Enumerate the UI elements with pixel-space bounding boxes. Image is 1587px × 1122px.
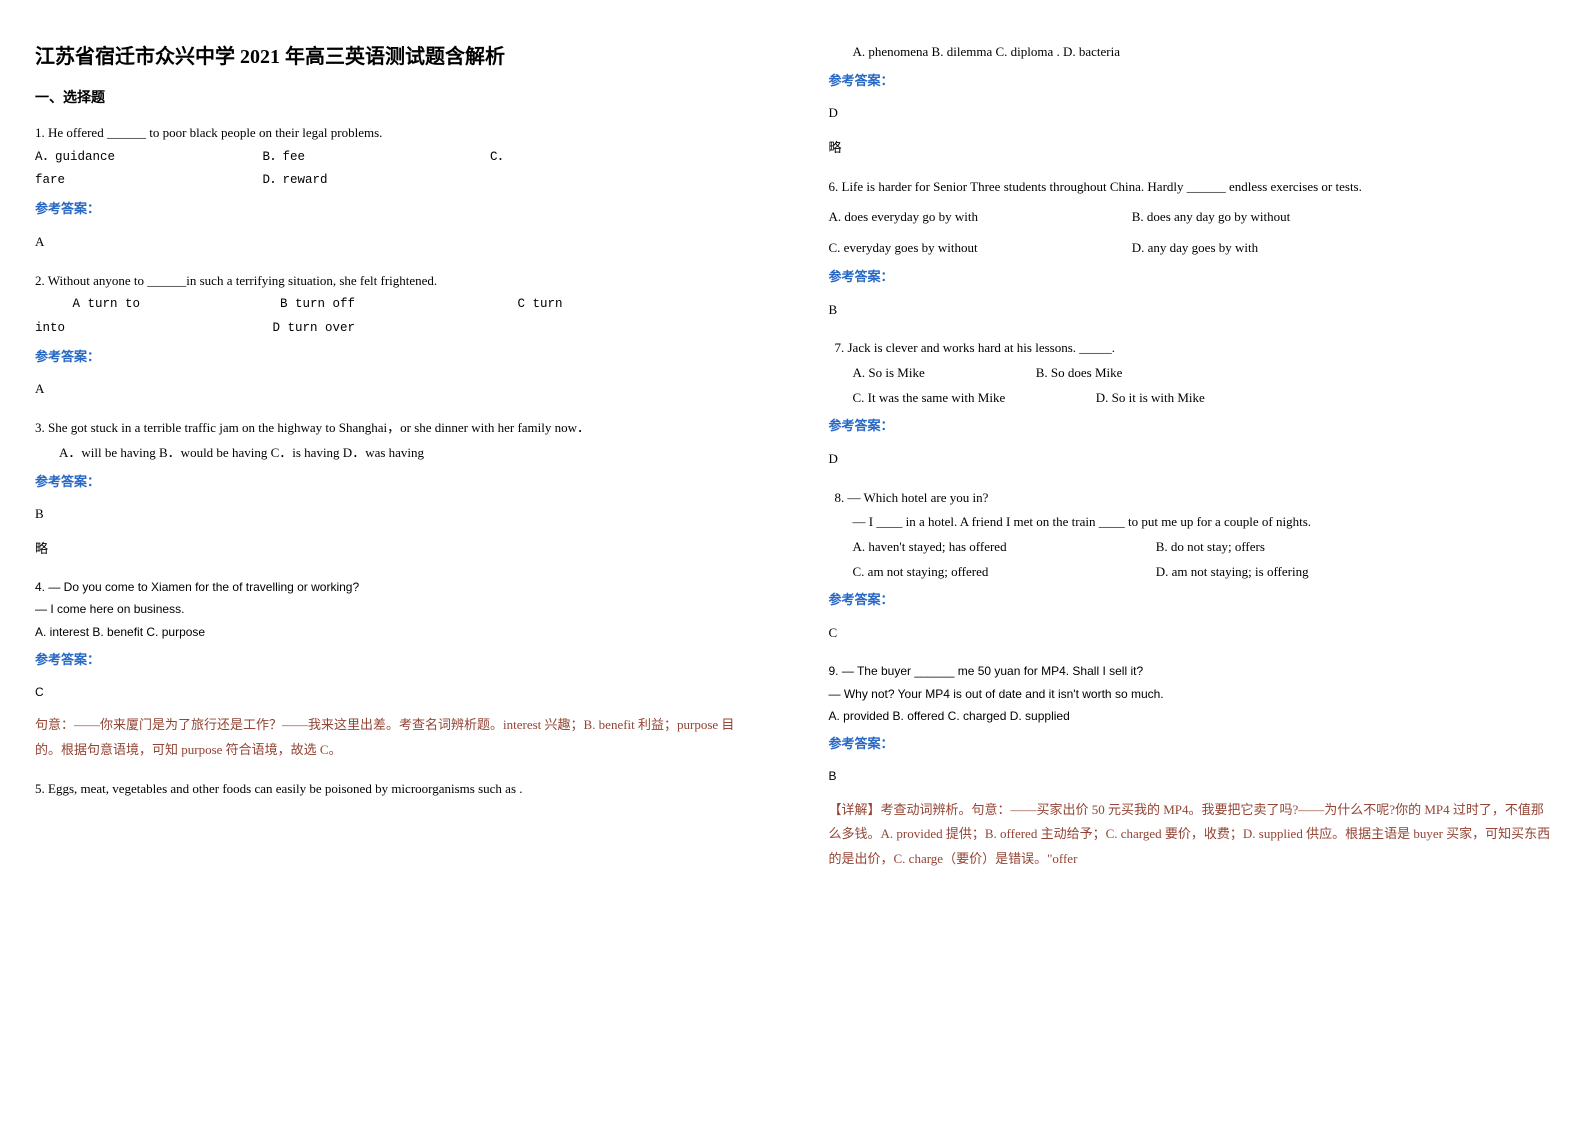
answer-value: D <box>829 101 1553 126</box>
option-b: B. do not stay; offers <box>1156 539 1265 554</box>
question-text: 6. Life is harder for Senior Three stude… <box>829 175 1553 200</box>
question-line2: — I ____ in a hotel. A friend I met on t… <box>829 510 1553 535</box>
question-options: A. phenomena B. dilemma C. diploma . D. … <box>829 40 1553 65</box>
question-8: 8. — Which hotel are you in? — I ____ in… <box>829 486 1553 646</box>
option-d: D. So it is with Mike <box>1096 390 1205 405</box>
question-options-row2: C. am not staying; offered D. am not sta… <box>829 560 1553 585</box>
question-options: A．guidance B．fee C． fare D．reward <box>35 146 759 194</box>
section-heading: 一、选择题 <box>35 87 759 107</box>
question-text: 2. Without anyone to ______in such a ter… <box>35 269 759 294</box>
right-column: A. phenomena B. dilemma C. diploma . D. … <box>794 0 1587 1122</box>
answer-value: B <box>829 765 1553 788</box>
question-options: A．will be having B．would be having C．is … <box>35 441 759 466</box>
answer-brief: 略 <box>829 136 1553 161</box>
answer-value: A <box>35 377 759 402</box>
answer-label: 参考答案： <box>829 588 1553 613</box>
options-line: A. phenomena B. dilemma C. diploma . D. … <box>853 44 1121 59</box>
answer-label: 参考答案： <box>829 414 1553 439</box>
question-2: 2. Without anyone to ______in such a ter… <box>35 269 759 403</box>
question-line1: 9. — The buyer ______ me 50 yuan for MP4… <box>829 660 1553 683</box>
option-c-rest: fare <box>35 169 255 193</box>
option-c: C. It was the same with Mike <box>853 386 1093 411</box>
question-line1: 8. — Which hotel are you in? <box>829 486 1553 511</box>
document-title: 江苏省宿迁市众兴中学 2021 年高三英语测试题含解析 <box>35 40 759 69</box>
question-6: 6. Life is harder for Senior Three stude… <box>829 175 1553 322</box>
question-text: 1. He offered ______ to poor black peopl… <box>35 121 759 146</box>
option-a: A. So is Mike <box>853 361 1033 386</box>
answer-label: 参考答案： <box>829 69 1553 94</box>
options-line: A．will be having B．would be having C．is … <box>59 445 424 460</box>
answer-value: C <box>35 681 759 704</box>
option-c: C. am not staying; offered <box>853 560 1153 585</box>
question-4: 4. — Do you come to Xiamen for the of tr… <box>35 576 759 763</box>
question-options: A turn to B turn off C turn into D turn … <box>35 293 759 341</box>
question-3: 3. She got stuck in a terrible traffic j… <box>35 416 759 561</box>
question-7: 7. Jack is clever and works hard at his … <box>829 336 1553 471</box>
option-b: B turn off <box>280 293 510 317</box>
answer-label: 参考答案： <box>35 345 759 370</box>
answer-label: 参考答案： <box>35 648 759 673</box>
question-text: 7. Jack is clever and works hard at his … <box>829 336 1553 361</box>
question-text: 5. Eggs, meat, vegetables and other food… <box>35 777 759 802</box>
answer-explanation: 句意：——你来厦门是为了旅行还是工作？——我来这里出差。考查名词辨析题。inte… <box>35 713 759 762</box>
option-a: A turn to <box>73 293 273 317</box>
option-c-prefix: C turn <box>518 297 563 311</box>
question-options-row1: A. haven't stayed; has offered B. do not… <box>829 535 1553 560</box>
question-options: A. interest B. benefit C. purpose <box>35 621 759 644</box>
answer-value: B <box>829 298 1553 323</box>
question-options-row1: A. does everyday go by with B. does any … <box>829 205 1553 230</box>
answer-label: 参考答案： <box>829 732 1553 757</box>
question-options: A. provided B. offered C. charged D. sup… <box>829 705 1553 728</box>
question-line2: — I come here on business. <box>35 598 759 621</box>
option-b: B．fee <box>263 146 483 170</box>
question-options-row2: C. It was the same with Mike D. So it is… <box>829 386 1553 411</box>
option-c-rest: into <box>35 317 265 341</box>
option-b: B. does any day go by without <box>1132 209 1291 224</box>
answer-value: D <box>829 447 1553 472</box>
answer-brief: 略 <box>35 537 759 562</box>
left-column: 江苏省宿迁市众兴中学 2021 年高三英语测试题含解析 一、选择题 1. He … <box>0 0 794 1122</box>
option-a: A．guidance <box>35 146 255 170</box>
answer-value: A <box>35 230 759 255</box>
answer-value: B <box>35 502 759 527</box>
question-9: 9. — The buyer ______ me 50 yuan for MP4… <box>829 660 1553 872</box>
option-d: D. any day goes by with <box>1132 240 1258 255</box>
option-b: B. So does Mike <box>1036 365 1123 380</box>
option-d: D. am not staying; is offering <box>1156 564 1309 579</box>
question-5-cont: A. phenomena B. dilemma C. diploma . D. … <box>829 40 1553 161</box>
option-c: C. everyday goes by without <box>829 236 1129 261</box>
option-c-prefix: C． <box>490 150 510 164</box>
answer-label: 参考答案： <box>829 265 1553 290</box>
answer-label: 参考答案： <box>35 470 759 495</box>
answer-label: 参考答案： <box>35 197 759 222</box>
option-a: A. does everyday go by with <box>829 205 1129 230</box>
option-d: D turn over <box>273 321 356 335</box>
question-options-row1: A. So is Mike B. So does Mike <box>829 361 1553 386</box>
option-a: A. haven't stayed; has offered <box>853 535 1153 560</box>
answer-value: C <box>829 621 1553 646</box>
question-5-start: 5. Eggs, meat, vegetables and other food… <box>35 777 759 802</box>
question-text: 3. She got stuck in a terrible traffic j… <box>35 416 759 441</box>
answer-explanation: 【详解】考查动词辨析。句意：——买家出价 50 元买我的 MP4。我要把它卖了吗… <box>829 798 1553 872</box>
question-line1: 4. — Do you come to Xiamen for the of tr… <box>35 576 759 599</box>
question-options-row2: C. everyday goes by without D. any day g… <box>829 236 1553 261</box>
option-d: D．reward <box>263 173 328 187</box>
question-line2: — Why not? Your MP4 is out of date and i… <box>829 683 1553 706</box>
question-1: 1. He offered ______ to poor black peopl… <box>35 121 759 255</box>
